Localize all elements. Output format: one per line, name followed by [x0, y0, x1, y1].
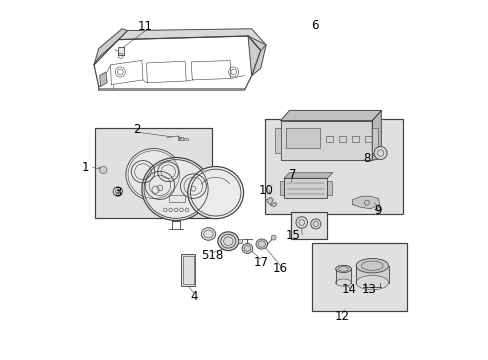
- Polygon shape: [284, 173, 332, 178]
- FancyBboxPatch shape: [265, 119, 402, 214]
- FancyBboxPatch shape: [371, 128, 377, 153]
- Text: 518: 518: [201, 249, 223, 262]
- Text: 14: 14: [342, 283, 356, 296]
- Text: 4: 4: [190, 291, 198, 303]
- Polygon shape: [335, 269, 351, 283]
- FancyBboxPatch shape: [279, 181, 284, 195]
- Text: 9: 9: [373, 204, 381, 217]
- Text: 11: 11: [138, 21, 153, 33]
- Ellipse shape: [242, 243, 252, 253]
- Circle shape: [270, 235, 276, 240]
- FancyBboxPatch shape: [118, 47, 123, 55]
- Polygon shape: [280, 121, 371, 160]
- FancyBboxPatch shape: [275, 128, 280, 153]
- Ellipse shape: [335, 279, 351, 286]
- Polygon shape: [280, 111, 381, 121]
- Text: 1: 1: [81, 161, 89, 174]
- Text: 15: 15: [285, 229, 300, 242]
- Text: 12: 12: [333, 310, 348, 323]
- Ellipse shape: [187, 166, 243, 219]
- Text: 6: 6: [310, 19, 318, 32]
- Circle shape: [113, 187, 122, 196]
- Polygon shape: [371, 111, 381, 160]
- Circle shape: [310, 219, 320, 229]
- Ellipse shape: [125, 148, 182, 201]
- Text: 16: 16: [272, 262, 287, 275]
- Polygon shape: [100, 72, 107, 86]
- FancyBboxPatch shape: [291, 212, 326, 239]
- FancyBboxPatch shape: [311, 243, 406, 311]
- Text: 10: 10: [258, 184, 273, 197]
- Polygon shape: [247, 36, 265, 76]
- Text: 17: 17: [253, 256, 267, 269]
- FancyBboxPatch shape: [326, 181, 331, 195]
- Text: 3: 3: [114, 186, 121, 199]
- Polygon shape: [355, 266, 387, 283]
- Ellipse shape: [218, 232, 238, 251]
- Ellipse shape: [335, 265, 351, 273]
- Text: 7: 7: [289, 168, 296, 181]
- Ellipse shape: [355, 258, 387, 273]
- Polygon shape: [265, 197, 273, 204]
- FancyBboxPatch shape: [238, 239, 242, 243]
- FancyBboxPatch shape: [95, 128, 212, 218]
- Text: 8: 8: [363, 152, 370, 165]
- Polygon shape: [284, 178, 326, 198]
- Circle shape: [100, 166, 107, 174]
- Polygon shape: [94, 29, 127, 65]
- Ellipse shape: [142, 158, 210, 220]
- Text: 13: 13: [361, 283, 375, 296]
- FancyBboxPatch shape: [285, 128, 320, 148]
- Circle shape: [295, 217, 307, 228]
- Polygon shape: [270, 202, 276, 207]
- Polygon shape: [118, 29, 265, 50]
- Text: 2: 2: [132, 123, 140, 136]
- Ellipse shape: [201, 228, 215, 240]
- Polygon shape: [374, 207, 381, 212]
- Polygon shape: [352, 196, 379, 209]
- Ellipse shape: [355, 275, 387, 290]
- Ellipse shape: [256, 239, 267, 249]
- Circle shape: [373, 147, 386, 159]
- FancyBboxPatch shape: [181, 254, 195, 286]
